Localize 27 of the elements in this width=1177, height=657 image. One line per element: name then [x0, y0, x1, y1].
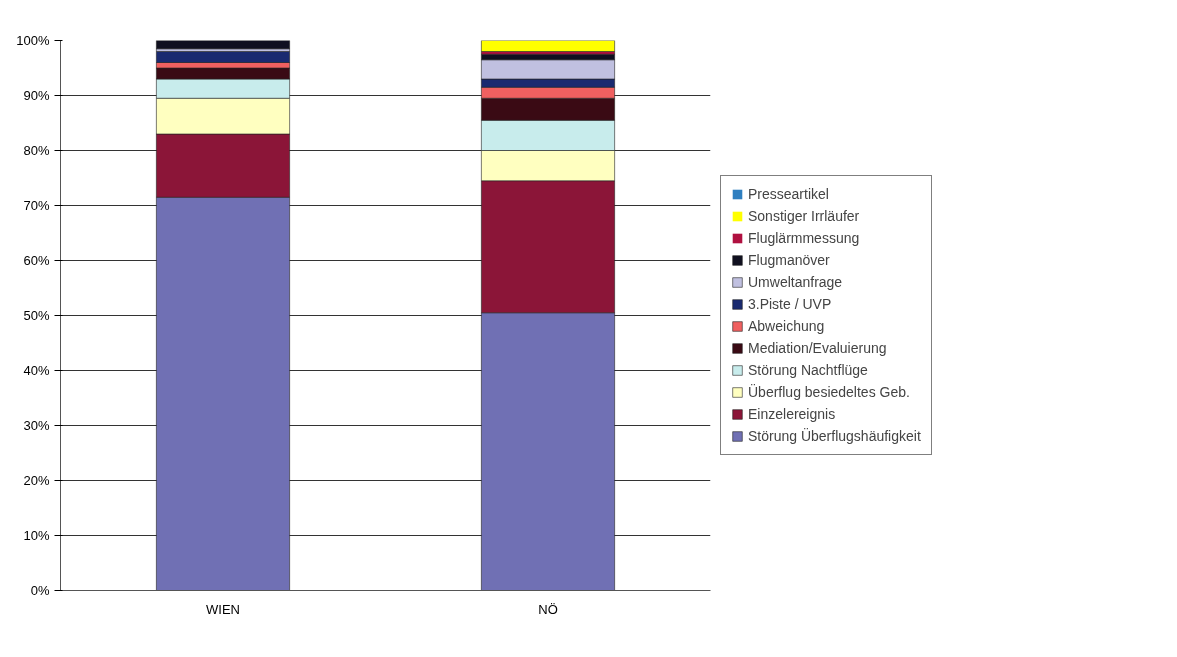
- bar: [156, 40, 290, 50]
- y-tick-label: 100%: [16, 33, 50, 48]
- legend-label: Umweltanfrage: [748, 274, 843, 290]
- legend-label: Mediation/Evaluierung: [748, 340, 887, 356]
- y-tick-label: 80%: [23, 143, 50, 158]
- y-tick-label: 10%: [23, 528, 50, 543]
- legend-label: Abweichung: [748, 318, 825, 334]
- legend-label: 3.Piste / UVP: [748, 296, 832, 312]
- x-tick-label: NÖ: [538, 601, 558, 617]
- legend-label: Störung Überflugshäufigkeit: [748, 428, 921, 444]
- y-tick-label: 20%: [23, 473, 50, 488]
- legend-label: Einzelereignis: [748, 406, 836, 422]
- legend-label: Flugmanöver: [748, 252, 830, 268]
- x-tick-label: WIEN: [206, 601, 240, 617]
- y-tick-label: 40%: [23, 363, 50, 378]
- y-tick-label: 90%: [23, 88, 50, 103]
- y-tick-label: 60%: [23, 253, 50, 268]
- y-tick-label: 0%: [30, 583, 50, 598]
- legend-label: Presseartikel: [748, 186, 829, 202]
- legend-label: Störung Nachtflüge: [748, 362, 868, 378]
- y-tick-label: 50%: [23, 308, 50, 323]
- y-tick-label: 70%: [23, 198, 50, 213]
- bar: [481, 40, 615, 52]
- legend-label: Überflug besiedeltes Geb.: [748, 384, 910, 400]
- legend-label: Sonstiger Irrläufer: [748, 208, 860, 224]
- y-tick-label: 30%: [23, 418, 50, 433]
- legend-label: Fluglärmmessung: [748, 230, 860, 246]
